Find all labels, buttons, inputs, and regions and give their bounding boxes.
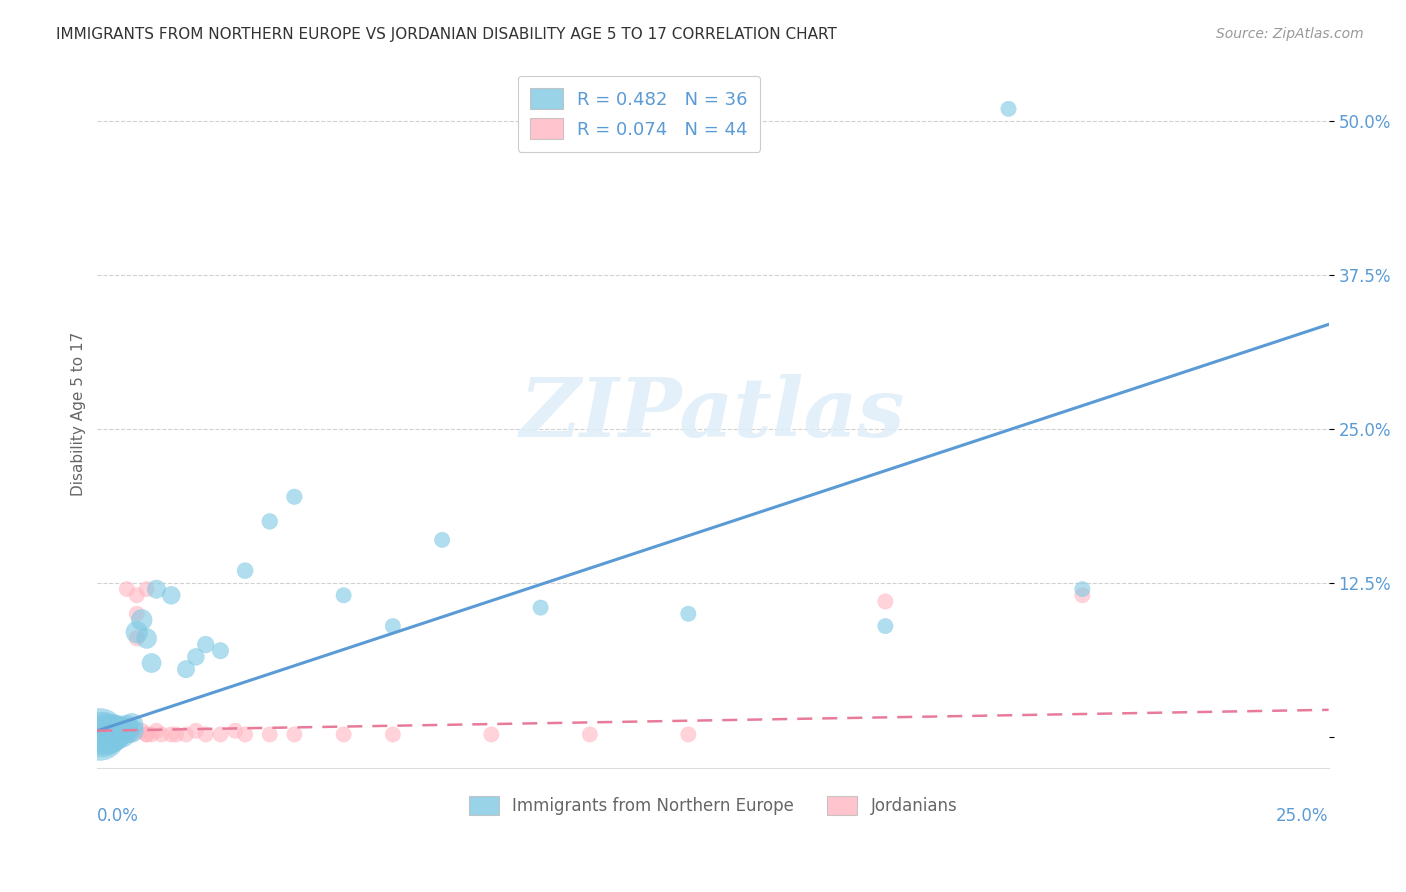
Point xyxy=(93,727,115,741)
Point xyxy=(160,588,183,602)
Point xyxy=(115,720,138,734)
Point xyxy=(125,625,148,640)
Point xyxy=(115,582,138,596)
Point xyxy=(283,490,305,504)
Point xyxy=(135,727,157,741)
Point xyxy=(111,723,134,738)
Point xyxy=(332,588,354,602)
Point xyxy=(121,717,143,731)
Point xyxy=(96,727,118,741)
Point xyxy=(121,723,143,738)
Point xyxy=(209,727,232,741)
Point xyxy=(875,619,897,633)
Point xyxy=(194,638,217,652)
Point xyxy=(101,727,124,741)
Legend: Immigrants from Northern Europe, Jordanians: Immigrants from Northern Europe, Jordani… xyxy=(460,787,966,823)
Point xyxy=(121,723,143,738)
Point xyxy=(479,727,502,741)
Point xyxy=(89,727,111,741)
Point xyxy=(997,102,1019,116)
Point xyxy=(91,727,114,741)
Point xyxy=(174,727,197,741)
Point xyxy=(259,727,281,741)
Point xyxy=(141,656,163,670)
Point xyxy=(1071,582,1094,596)
Point xyxy=(98,727,121,741)
Point xyxy=(105,727,128,741)
Point xyxy=(233,564,256,578)
Text: ZIPatlas: ZIPatlas xyxy=(520,374,905,454)
Point xyxy=(145,582,167,596)
Point xyxy=(150,727,173,741)
Point xyxy=(141,727,163,741)
Text: IMMIGRANTS FROM NORTHERN EUROPE VS JORDANIAN DISABILITY AGE 5 TO 17 CORRELATION : IMMIGRANTS FROM NORTHERN EUROPE VS JORDA… xyxy=(56,27,837,42)
Point xyxy=(135,632,157,646)
Point xyxy=(93,727,115,741)
Point xyxy=(184,723,207,738)
Point xyxy=(101,727,124,741)
Point xyxy=(111,727,134,741)
Point xyxy=(283,727,305,741)
Point xyxy=(165,727,187,741)
Point xyxy=(115,717,138,731)
Point xyxy=(115,723,138,738)
Point xyxy=(96,727,118,741)
Point xyxy=(91,727,114,741)
Point xyxy=(105,727,128,741)
Point xyxy=(105,720,128,734)
Point xyxy=(579,727,602,741)
Point xyxy=(135,727,157,741)
Point xyxy=(115,727,138,741)
Point xyxy=(101,723,124,738)
Point xyxy=(111,723,134,738)
Point xyxy=(174,662,197,676)
Point xyxy=(224,723,246,738)
Point xyxy=(135,582,157,596)
Point xyxy=(430,533,453,547)
Point xyxy=(111,727,134,741)
Point xyxy=(332,727,354,741)
Point xyxy=(121,727,143,741)
Point xyxy=(105,723,128,738)
Point xyxy=(530,600,553,615)
Point xyxy=(131,613,153,627)
Point xyxy=(160,727,183,741)
Point xyxy=(678,607,700,621)
Point xyxy=(145,723,167,738)
Point xyxy=(678,727,700,741)
Point xyxy=(89,727,111,741)
Text: Source: ZipAtlas.com: Source: ZipAtlas.com xyxy=(1216,27,1364,41)
Point xyxy=(105,727,128,741)
Point xyxy=(381,727,404,741)
Point xyxy=(125,632,148,646)
Point xyxy=(875,594,897,608)
Point xyxy=(259,515,281,529)
Y-axis label: Disability Age 5 to 17: Disability Age 5 to 17 xyxy=(72,332,86,496)
Point xyxy=(1071,588,1094,602)
Point xyxy=(184,649,207,664)
Point xyxy=(209,643,232,657)
Point xyxy=(125,607,148,621)
Point xyxy=(381,619,404,633)
Text: 25.0%: 25.0% xyxy=(1277,806,1329,824)
Point xyxy=(96,723,118,738)
Point xyxy=(131,723,153,738)
Point xyxy=(233,727,256,741)
Text: 0.0%: 0.0% xyxy=(97,806,139,824)
Point xyxy=(194,727,217,741)
Point xyxy=(125,588,148,602)
Point xyxy=(101,723,124,738)
